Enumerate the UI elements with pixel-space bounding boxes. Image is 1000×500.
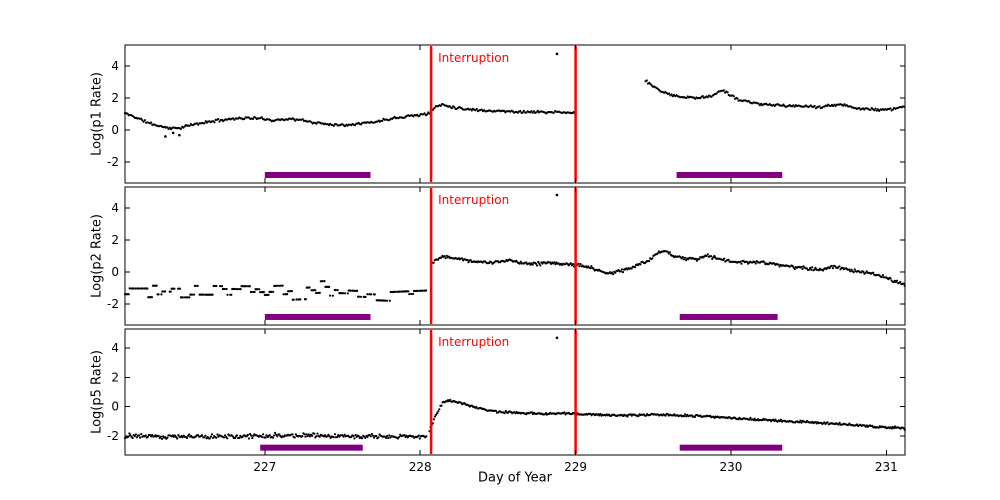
panel-frame	[124, 186, 906, 326]
y-tick-label: -2	[107, 429, 119, 443]
interruption-label: Interruption	[438, 51, 509, 65]
y-tick-label: 4	[111, 341, 119, 355]
scatter-series-2-1	[428, 398, 906, 433]
y-tick-label: -2	[107, 297, 119, 311]
outlier-point	[164, 135, 167, 138]
panel-0: Interruption -2 0 2 4	[107, 44, 906, 184]
observation-bar	[260, 444, 363, 451]
y-tick-label: 0	[111, 123, 119, 137]
scatter-series-0-0	[123, 103, 577, 131]
x-tick-label: 229	[564, 460, 587, 474]
outlier-point	[178, 133, 181, 137]
observation-bar	[264, 313, 371, 320]
outlier-point	[555, 193, 559, 197]
interruption-label: Interruption	[438, 335, 509, 349]
x-tick-label: 230	[720, 460, 743, 474]
y-axis-label-p2: Log(p2 Rate)	[89, 214, 105, 298]
y-tick-label: -2	[107, 155, 119, 169]
outlier-point	[555, 52, 559, 56]
y-tick-label: 4	[111, 59, 119, 73]
y-tick-label: 2	[111, 233, 119, 247]
y-axis-label-p5: Log(p5 Rate)	[89, 350, 105, 434]
y-tick-label: 2	[111, 370, 119, 384]
panel-2: Interruption 227 228 229 230 231 -2 0 2 4	[107, 328, 906, 474]
scatter-series-1-0	[123, 280, 428, 302]
scatter-series-2-0	[123, 431, 428, 440]
x-tick-label: 231	[875, 460, 898, 474]
panel-frame	[124, 44, 906, 184]
outlier-point	[555, 336, 559, 340]
observation-bar	[679, 313, 778, 320]
scatter-series-0-1	[644, 79, 906, 112]
interruption-label: Interruption	[438, 193, 509, 207]
y-axis-label-p1: Log(p1 Rate)	[89, 72, 105, 156]
observation-bar	[676, 171, 783, 178]
y-tick-label: 0	[111, 265, 119, 279]
observation-bar	[679, 444, 783, 451]
panel-1: Interruption -2 0 2 4	[107, 186, 906, 326]
y-tick-label: 4	[111, 201, 119, 215]
x-tick-label: 228	[409, 460, 432, 474]
y-tick-label: 2	[111, 91, 119, 105]
y-tick-label: 0	[111, 400, 119, 414]
panel-frame	[124, 328, 906, 456]
x-axis-label: Day of Year	[478, 470, 552, 486]
observation-bar	[264, 171, 371, 178]
outlier-point	[171, 131, 175, 135]
scatter-series-1-1	[431, 250, 906, 287]
x-tick-label: 227	[253, 460, 276, 474]
